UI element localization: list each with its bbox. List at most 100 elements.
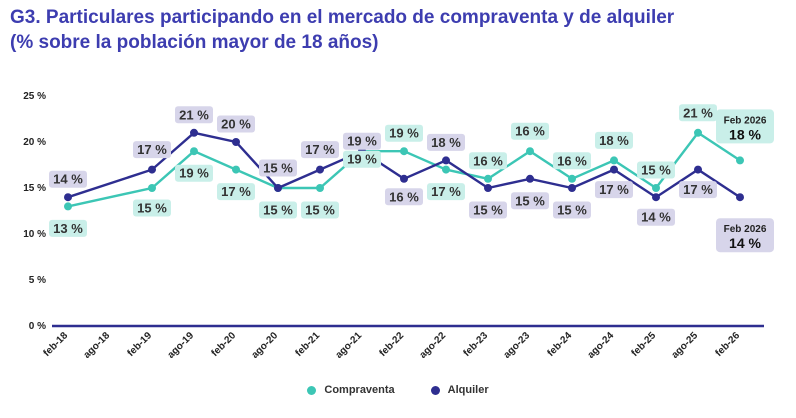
data-point-compraventa [442, 165, 450, 174]
data-label-box-alquiler [175, 106, 213, 124]
data-point-compraventa [316, 184, 324, 192]
data-label-box-alquiler [427, 133, 465, 151]
data-label-box-alquiler [301, 141, 339, 159]
data-label-box-compraventa [133, 199, 171, 217]
data-point-compraventa [694, 128, 702, 137]
data-point-alquiler [652, 193, 660, 202]
data-label-box-alquiler [385, 188, 423, 206]
data-label-compraventa: 15 % [641, 163, 671, 178]
data-label-compraventa: 21 % [683, 105, 713, 120]
data-label-alquiler: 15 % [473, 203, 503, 218]
data-point-alquiler [442, 156, 450, 165]
x-tick-label: ago-21 [334, 330, 365, 361]
legend: Compraventa Alquiler [0, 384, 796, 396]
data-point-compraventa [526, 147, 534, 156]
data-label-box-compraventa [679, 104, 717, 122]
data-point-compraventa [232, 165, 240, 174]
legend-label-alquiler: Alquiler [447, 384, 489, 396]
data-point-compraventa [736, 156, 744, 165]
annotation-header-alquiler: Feb 2026 [724, 224, 767, 235]
x-tick-label: feb-18 [42, 330, 71, 359]
data-point-compraventa [652, 184, 660, 192]
data-label-box-alquiler [679, 181, 717, 199]
data-label-box-compraventa [469, 152, 507, 170]
legend-item-alquiler[interactable]: Alquiler [430, 384, 489, 396]
data-point-alquiler [736, 193, 744, 202]
data-label-alquiler: 21 % [179, 107, 209, 122]
data-label-compraventa: 19 % [389, 126, 419, 141]
series-line-alquiler [67, 131, 741, 199]
data-label-box-alquiler [469, 201, 507, 219]
x-tick-label: ago-23 [502, 330, 533, 361]
x-tick-label: feb-19 [126, 330, 155, 359]
data-label-box-compraventa [553, 152, 591, 170]
data-label-compraventa: 17 % [221, 184, 251, 199]
data-label-compraventa: 17 % [431, 184, 461, 199]
data-point-compraventa [568, 174, 576, 183]
x-tick-label: ago-19 [166, 330, 197, 361]
legend-swatch-alquiler [430, 385, 440, 395]
data-label-compraventa: 15 % [137, 201, 167, 216]
data-label-box-compraventa [217, 183, 255, 201]
series-line-compraventa [67, 131, 741, 208]
data-label-box-compraventa [385, 124, 423, 142]
data-label-alquiler: 14 % [53, 172, 83, 187]
data-label-box-alquiler [553, 201, 591, 219]
x-tick-label: ago-24 [586, 330, 617, 361]
data-point-alquiler [568, 184, 576, 192]
data-point-alquiler [232, 138, 240, 146]
data-label-box-compraventa [427, 183, 465, 201]
y-tick-label: 25 % [23, 91, 46, 102]
data-label-box-alquiler [49, 170, 87, 188]
x-tick-label: feb-25 [630, 330, 659, 359]
annotation-box-compraventa [716, 109, 774, 144]
data-label-alquiler: 15 % [263, 161, 293, 176]
x-tick-label: feb-22 [378, 330, 407, 359]
data-point-alquiler [484, 184, 492, 192]
data-point-alquiler [400, 174, 408, 183]
data-point-compraventa [190, 147, 198, 156]
y-tick-label: 10 % [23, 229, 46, 240]
data-point-alquiler [274, 184, 282, 192]
data-label-alquiler: 14 % [641, 210, 671, 225]
data-label-box-compraventa [343, 150, 381, 168]
data-point-compraventa [610, 156, 618, 165]
data-label-compraventa: 13 % [53, 221, 83, 236]
x-tick-label: feb-23 [462, 330, 491, 359]
x-tick-label: feb-24 [546, 330, 575, 359]
data-label-alquiler: 17 % [599, 182, 629, 197]
y-tick-label: 15 % [23, 183, 46, 194]
x-tick-label: feb-26 [714, 330, 743, 359]
data-label-compraventa: 16 % [515, 124, 545, 139]
x-tick-label: ago-20 [250, 330, 281, 361]
title-line-2: (% sobre la población mayor de 18 años) [10, 32, 379, 53]
data-label-box-compraventa [595, 131, 633, 149]
data-label-compraventa: 16 % [557, 153, 587, 168]
x-tick-label: ago-22 [418, 330, 449, 361]
data-label-alquiler: 19 % [347, 134, 377, 149]
x-tick-label: ago-25 [670, 330, 701, 361]
data-point-alquiler [64, 193, 72, 202]
data-point-compraventa [64, 202, 72, 211]
data-label-alquiler: 17 % [683, 182, 713, 197]
data-label-box-compraventa [259, 201, 297, 219]
y-tick-label: 5 % [29, 275, 46, 286]
data-label-compraventa: 15 % [305, 203, 335, 218]
data-label-box-alquiler [595, 181, 633, 199]
data-label-alquiler: 15 % [515, 193, 545, 208]
y-tick-label: 0 % [29, 321, 46, 332]
data-label-box-compraventa [637, 161, 675, 179]
data-point-alquiler [694, 165, 702, 174]
legend-label-compraventa: Compraventa [324, 384, 395, 396]
title-line-1: G3. Particulares participando en el merc… [10, 7, 675, 28]
annotation-header-compraventa: Feb 2026 [724, 115, 767, 126]
data-point-compraventa [400, 147, 408, 156]
annotation-value-compraventa: 18 % [729, 126, 761, 142]
legend-item-compraventa[interactable]: Compraventa [307, 384, 395, 396]
data-label-box-alquiler [217, 115, 255, 133]
data-label-box-compraventa [49, 219, 87, 237]
data-point-alquiler [316, 165, 324, 174]
data-label-box-compraventa [175, 164, 213, 182]
data-label-box-alquiler [343, 132, 381, 150]
data-label-compraventa: 16 % [473, 153, 503, 168]
